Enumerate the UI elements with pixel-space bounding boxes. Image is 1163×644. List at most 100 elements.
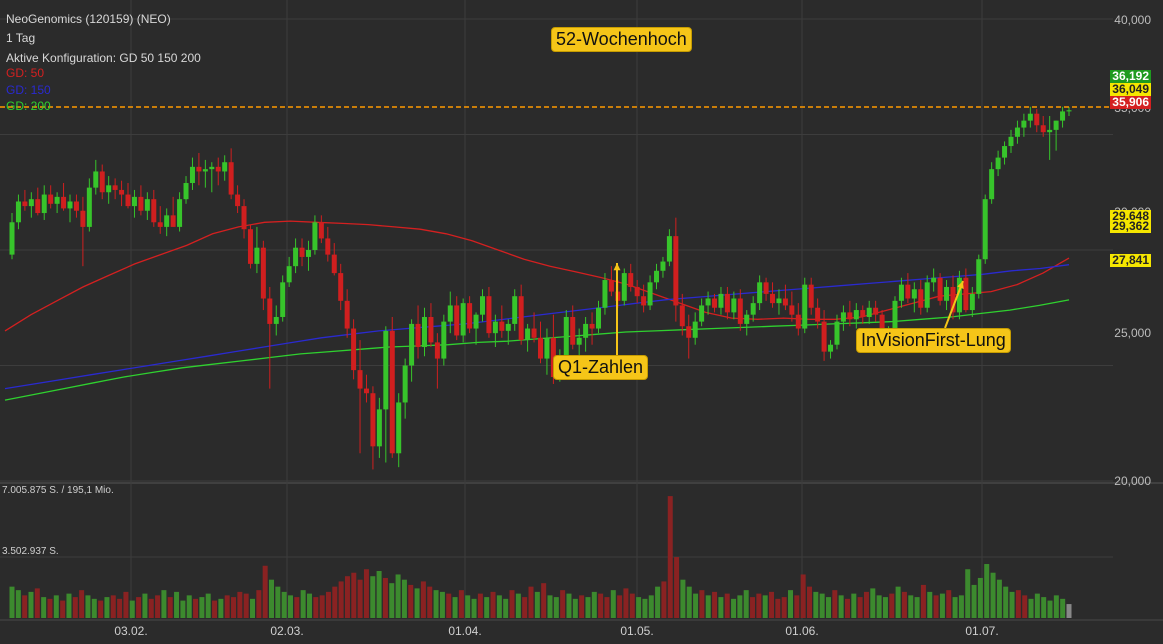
volume-bars[interactable] xyxy=(9,496,1072,618)
candle-body xyxy=(531,328,537,338)
candle xyxy=(479,289,485,322)
candle xyxy=(976,254,982,299)
candle-body xyxy=(602,280,608,308)
candle-body xyxy=(67,201,73,209)
y-tick-label: 20,000 xyxy=(1114,474,1151,488)
candle-body xyxy=(286,266,292,283)
candle-body xyxy=(28,199,34,207)
candle xyxy=(280,275,286,322)
candle-body xyxy=(447,305,453,322)
volume-bar xyxy=(889,593,895,618)
candle xyxy=(389,316,395,458)
volume-bar xyxy=(401,579,407,618)
volume-bar xyxy=(920,584,926,618)
candle xyxy=(692,312,698,345)
candle xyxy=(808,277,814,315)
volume-bar xyxy=(452,597,458,618)
candle xyxy=(144,192,150,220)
volume-bar xyxy=(800,574,806,618)
candlesticks[interactable] xyxy=(9,106,1072,470)
volume-bar xyxy=(693,593,699,618)
candle xyxy=(866,300,872,324)
volume-bar xyxy=(522,597,528,618)
volume-bar xyxy=(376,570,382,618)
candle-body xyxy=(1060,111,1066,121)
chart-interval: 1 Tag xyxy=(6,31,36,45)
volume-bar xyxy=(844,598,850,618)
candle-body xyxy=(699,305,705,322)
volume-bar xyxy=(743,590,749,618)
ma-line-150 xyxy=(4,264,1070,390)
candle-body xyxy=(789,305,795,315)
y-tick-label: 40,000 xyxy=(1114,13,1151,27)
candle xyxy=(654,263,660,290)
candle xyxy=(634,280,640,304)
candle xyxy=(183,176,189,204)
candle-body xyxy=(189,166,195,184)
volume-bar xyxy=(623,588,629,618)
candle xyxy=(737,289,743,331)
candle xyxy=(944,280,950,311)
x-tick-label: 01.04. xyxy=(448,624,482,638)
candle-body xyxy=(750,303,756,315)
candle-body xyxy=(737,298,743,324)
candle xyxy=(196,152,202,186)
volume-bar xyxy=(91,598,97,618)
volume-bar xyxy=(408,584,414,618)
candle xyxy=(686,314,692,359)
candle xyxy=(544,328,550,375)
volume-bar xyxy=(306,593,312,618)
volume-bar xyxy=(465,595,471,618)
volume-bar xyxy=(1053,595,1059,618)
candle-body xyxy=(293,247,299,267)
volume-bar xyxy=(895,586,901,618)
candle-body xyxy=(479,296,485,315)
volume-bar xyxy=(680,579,686,618)
candle-body xyxy=(202,169,208,172)
candle xyxy=(525,323,531,352)
volume-bar xyxy=(243,593,249,618)
candle-body xyxy=(486,296,492,334)
volume-bar xyxy=(136,597,142,618)
candle-body xyxy=(570,316,576,345)
volume-bar xyxy=(363,569,369,618)
candle xyxy=(254,226,260,274)
candle xyxy=(802,277,808,334)
candle-body xyxy=(1034,113,1040,126)
volume-bar xyxy=(224,595,230,618)
candle xyxy=(305,240,311,271)
candle-body xyxy=(144,199,150,211)
candle-body xyxy=(357,370,363,389)
candle-body xyxy=(434,342,440,359)
candle xyxy=(956,270,962,320)
candle-body xyxy=(976,259,982,294)
candle-body xyxy=(776,298,782,304)
candle-body xyxy=(905,284,911,299)
legend-gd-200: GD: 200 xyxy=(6,99,51,113)
volume-bar xyxy=(863,591,869,618)
candle xyxy=(202,159,208,188)
candle xyxy=(61,183,67,211)
chart-title: NeoGenomics (120159) (NEO) xyxy=(6,12,171,26)
volume-bar xyxy=(788,590,794,618)
volume-bar xyxy=(420,581,426,618)
volume-mid-label: 3.502.937 S. xyxy=(2,546,59,557)
volume-bar xyxy=(832,590,838,618)
x-tick-label: 01.05. xyxy=(620,624,654,638)
candle-body xyxy=(808,284,814,308)
candle xyxy=(177,192,183,232)
volume-max-label: 7.005.875 S. / 195,1 Mio. xyxy=(2,485,114,496)
candle xyxy=(570,305,576,350)
candle xyxy=(666,229,672,267)
chart-config: Aktive Konfiguration: GD 50 150 200 xyxy=(6,51,201,65)
candle xyxy=(860,305,866,324)
x-tick-label: 03.02. xyxy=(114,624,148,638)
arrow-invision-head xyxy=(957,281,964,289)
candle-body xyxy=(125,194,131,207)
candle xyxy=(22,189,28,211)
candle-body xyxy=(1053,120,1059,130)
volume-bar xyxy=(98,600,104,618)
candle xyxy=(151,189,157,227)
candle xyxy=(679,293,685,336)
candle-body xyxy=(344,300,350,329)
